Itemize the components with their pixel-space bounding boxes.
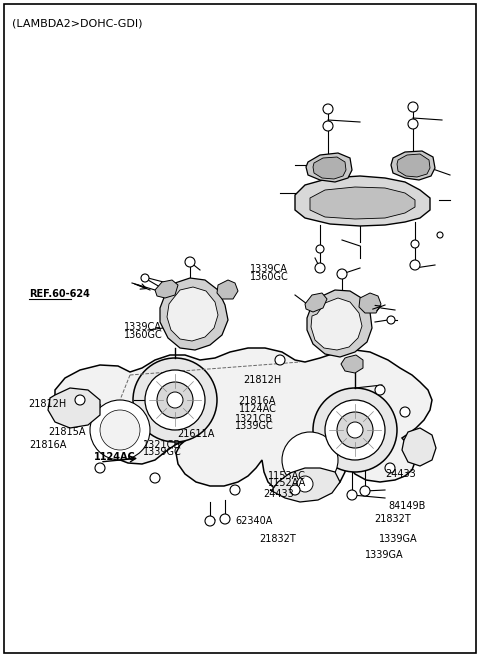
Circle shape (408, 119, 418, 129)
Text: 21816A: 21816A (29, 440, 66, 451)
Circle shape (323, 121, 333, 131)
Text: 1153AC: 1153AC (268, 470, 306, 481)
Circle shape (220, 514, 230, 524)
Circle shape (290, 485, 300, 495)
Circle shape (385, 463, 395, 473)
Circle shape (141, 274, 149, 282)
Circle shape (337, 269, 347, 279)
Circle shape (157, 382, 193, 418)
Text: (LAMBDA2>DOHC-GDI): (LAMBDA2>DOHC-GDI) (12, 18, 143, 28)
Polygon shape (160, 278, 228, 350)
Polygon shape (397, 154, 430, 177)
Circle shape (230, 485, 240, 495)
Text: 1339GC: 1339GC (235, 420, 274, 431)
Text: 1321CB: 1321CB (143, 440, 181, 451)
Circle shape (313, 388, 397, 472)
Polygon shape (307, 290, 372, 357)
Text: 1339CA: 1339CA (124, 322, 162, 332)
Circle shape (375, 385, 385, 395)
Circle shape (297, 476, 313, 492)
Circle shape (275, 355, 285, 365)
Circle shape (167, 392, 183, 408)
Polygon shape (359, 293, 381, 313)
Polygon shape (55, 348, 432, 498)
Polygon shape (270, 468, 340, 502)
Polygon shape (391, 151, 435, 180)
Circle shape (95, 463, 105, 473)
Circle shape (75, 395, 85, 405)
Circle shape (205, 516, 215, 526)
Circle shape (408, 102, 418, 112)
Circle shape (400, 407, 410, 417)
Polygon shape (313, 157, 346, 179)
Polygon shape (306, 153, 352, 182)
Text: 21812H: 21812H (28, 399, 66, 409)
Polygon shape (311, 298, 362, 350)
Circle shape (100, 410, 140, 450)
Text: 21832T: 21832T (374, 514, 411, 524)
Polygon shape (402, 428, 436, 466)
Circle shape (150, 473, 160, 483)
Circle shape (411, 240, 419, 248)
Circle shape (90, 400, 150, 460)
Circle shape (315, 263, 325, 273)
Circle shape (323, 104, 333, 114)
Text: 24433: 24433 (263, 489, 294, 499)
Polygon shape (48, 388, 100, 428)
Polygon shape (155, 280, 178, 298)
Polygon shape (305, 293, 327, 312)
Text: 84149B: 84149B (389, 501, 426, 511)
Circle shape (185, 257, 195, 267)
Circle shape (360, 486, 370, 496)
Circle shape (410, 260, 420, 270)
Text: 1360GC: 1360GC (250, 272, 288, 283)
Circle shape (347, 490, 357, 500)
Text: 1124AC: 1124AC (94, 451, 135, 462)
Polygon shape (310, 187, 415, 219)
Text: 1124AC: 1124AC (239, 403, 276, 414)
Circle shape (282, 432, 338, 488)
Circle shape (145, 370, 205, 430)
Circle shape (133, 358, 217, 442)
Text: 1339GC: 1339GC (143, 447, 182, 457)
Text: 1339GA: 1339GA (365, 550, 403, 560)
Text: 1152AA: 1152AA (268, 478, 306, 488)
Text: REF.60-624: REF.60-624 (29, 289, 90, 300)
Text: 21812H: 21812H (243, 374, 282, 385)
Text: 1339CA: 1339CA (250, 264, 288, 275)
Circle shape (337, 412, 373, 448)
Circle shape (325, 400, 385, 460)
Polygon shape (341, 355, 363, 373)
Polygon shape (167, 287, 218, 341)
Text: 21816A: 21816A (239, 396, 276, 406)
Circle shape (387, 316, 395, 324)
Text: 21611A: 21611A (178, 428, 215, 439)
Text: 62340A: 62340A (235, 516, 273, 526)
Polygon shape (217, 280, 238, 299)
Text: 1360GC: 1360GC (124, 330, 163, 340)
Text: 21815A: 21815A (48, 427, 85, 438)
Circle shape (347, 422, 363, 438)
Text: 24433: 24433 (385, 469, 416, 480)
Text: 1321CB: 1321CB (235, 414, 273, 424)
Polygon shape (295, 176, 430, 226)
Text: 21832T: 21832T (259, 533, 296, 544)
Text: 1339GA: 1339GA (379, 533, 418, 544)
Circle shape (316, 245, 324, 253)
Circle shape (437, 232, 443, 238)
